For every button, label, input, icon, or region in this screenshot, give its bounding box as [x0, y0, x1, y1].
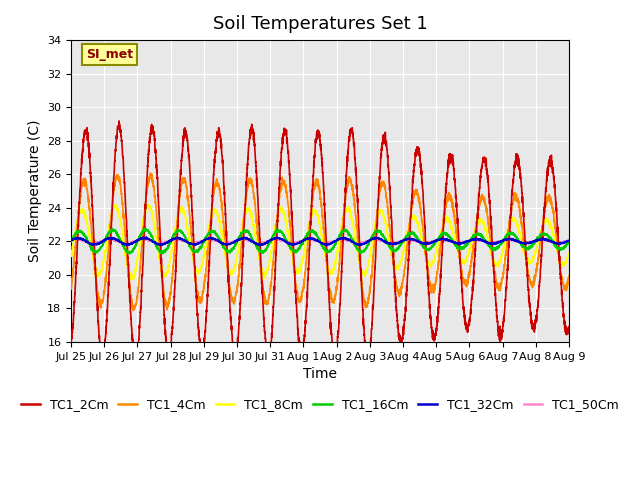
- Title: Soil Temperatures Set 1: Soil Temperatures Set 1: [212, 15, 428, 33]
- Y-axis label: Soil Temperature (C): Soil Temperature (C): [28, 120, 42, 262]
- Text: SI_met: SI_met: [86, 48, 133, 61]
- Legend: TC1_2Cm, TC1_4Cm, TC1_8Cm, TC1_16Cm, TC1_32Cm, TC1_50Cm: TC1_2Cm, TC1_4Cm, TC1_8Cm, TC1_16Cm, TC1…: [16, 394, 624, 417]
- X-axis label: Time: Time: [303, 367, 337, 381]
